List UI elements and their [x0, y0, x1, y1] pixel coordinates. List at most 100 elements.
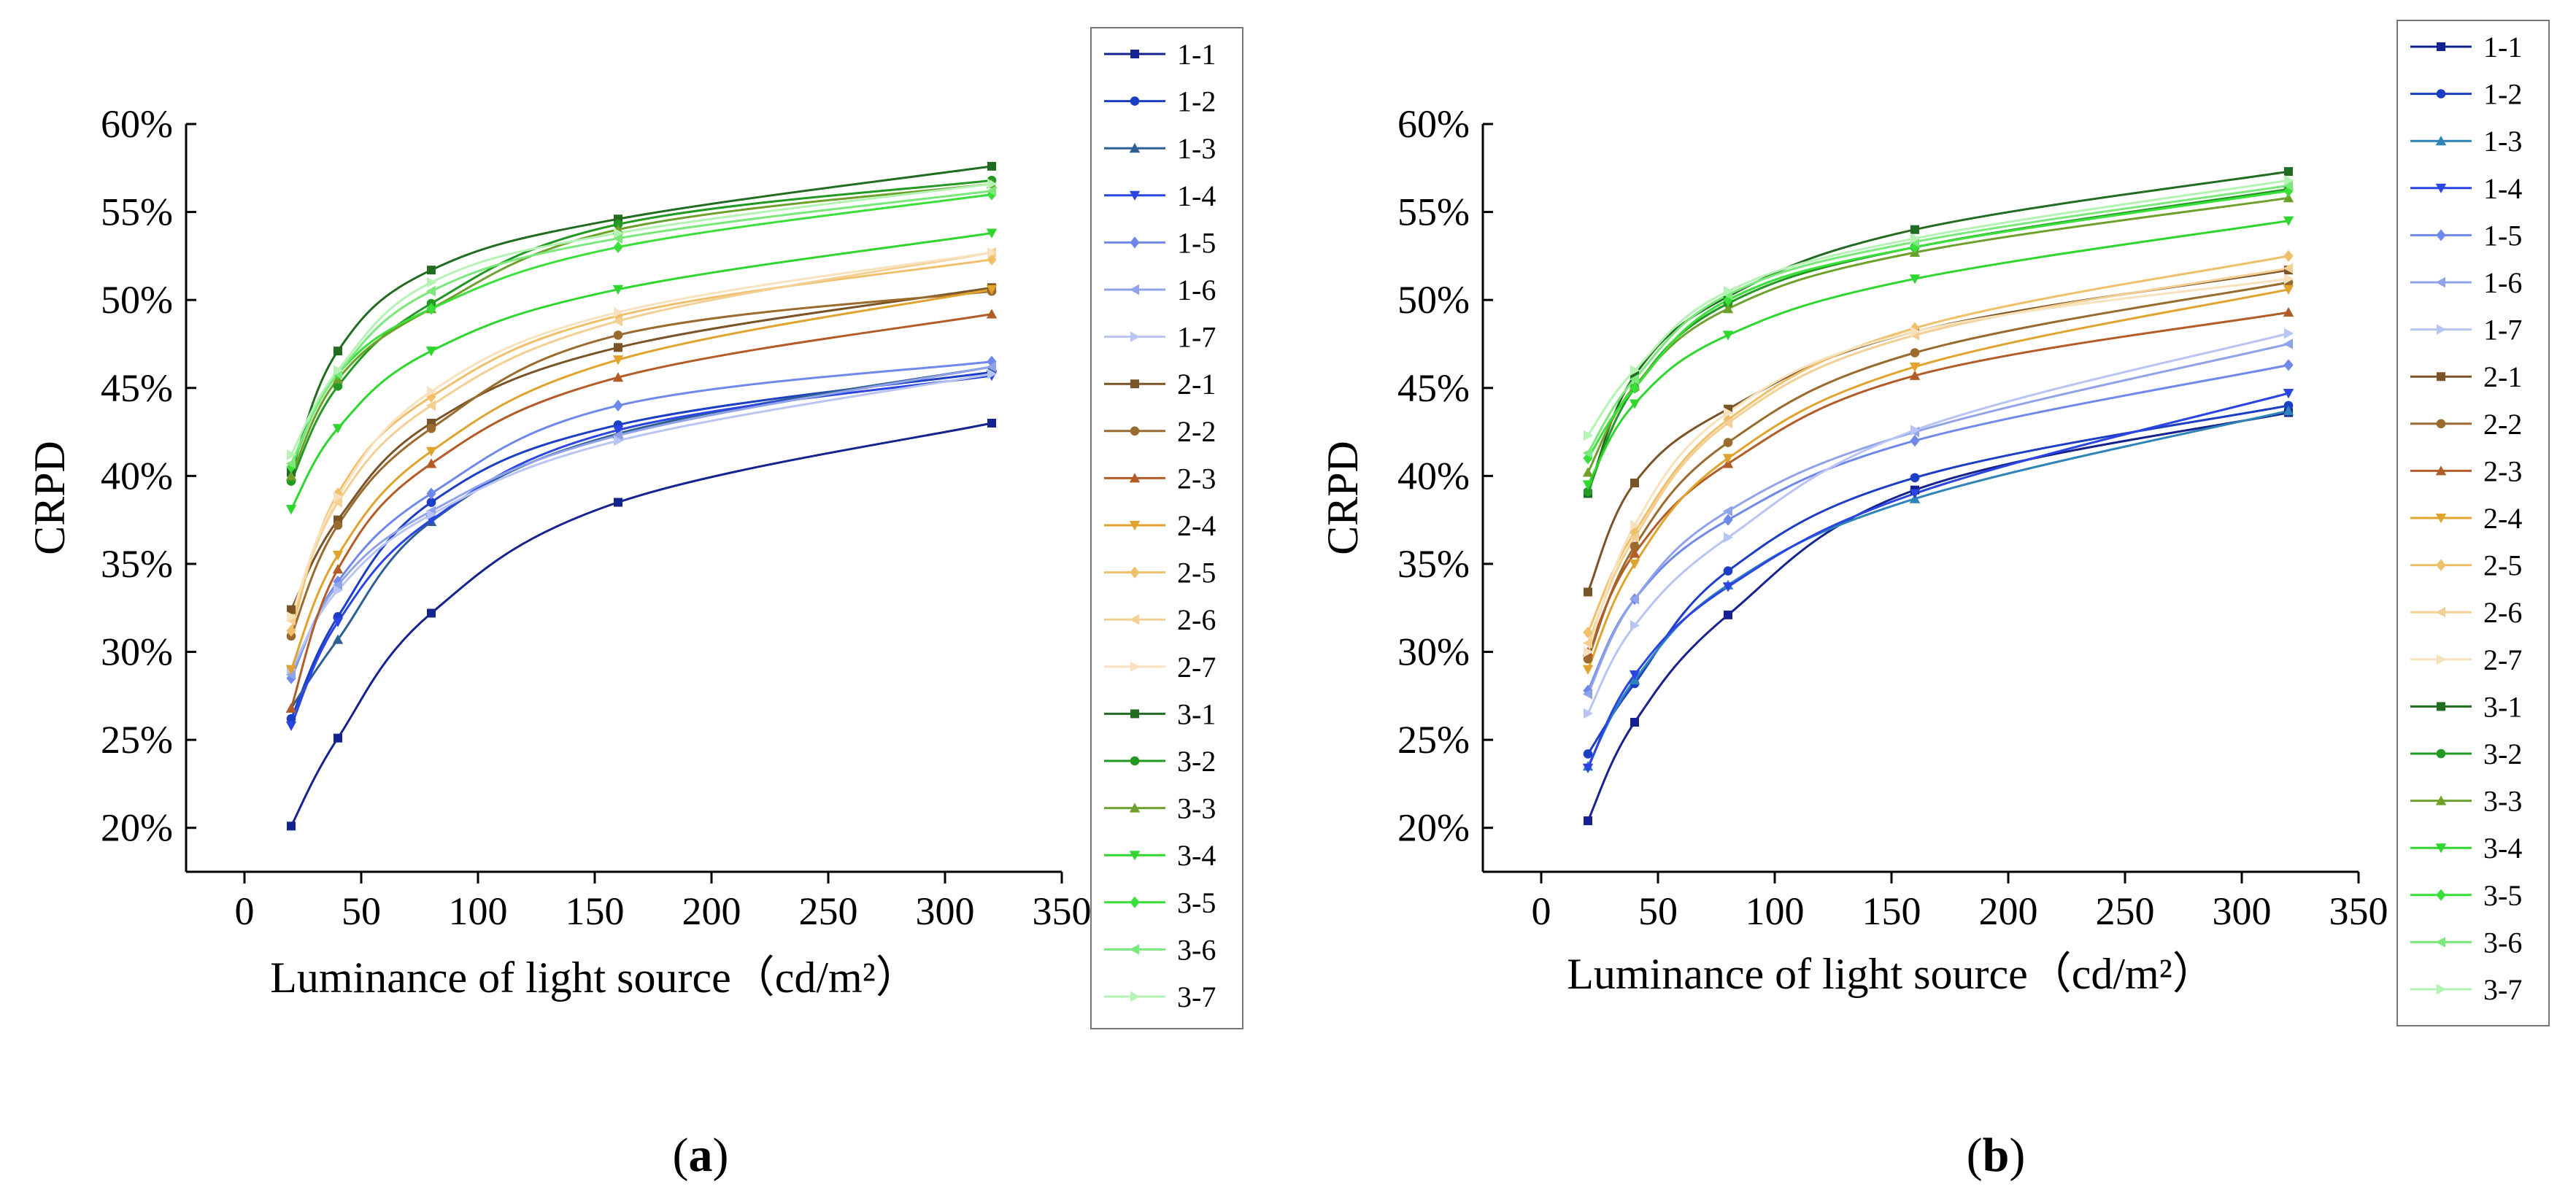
data-point-2-3 — [1629, 548, 1640, 558]
data-point-3-1 — [1630, 371, 1639, 380]
series-line-3-2 — [290, 179, 992, 482]
legend-marker — [1129, 851, 1141, 861]
data-point-2-7 — [287, 611, 297, 622]
legend-marker — [2435, 183, 2447, 193]
series-line-3-6 — [1586, 184, 2289, 454]
data-point-3-3 — [285, 471, 297, 481]
panel-label: (b) — [1967, 1129, 2026, 1182]
series-line-1-5 — [1586, 363, 2289, 692]
y-tick-label: 60% — [1397, 102, 1470, 146]
legend-marker — [1130, 426, 1140, 436]
data-point-3-5 — [426, 303, 436, 315]
series-line-2-6 — [290, 251, 992, 621]
series-line-3-1 — [1586, 170, 2289, 495]
legend-marker — [1129, 190, 1141, 201]
data-point-2-2 — [1723, 438, 1733, 447]
data-point-3-6 — [425, 285, 436, 297]
data-point-1-6 — [1629, 593, 1639, 605]
y-axis-label: CRPD — [26, 441, 74, 555]
legend-label-1-3: 1-3 — [2483, 125, 2522, 158]
data-point-1-6 — [2283, 339, 2293, 349]
legend-label-2-3: 2-3 — [1177, 462, 1216, 495]
data-point-3-4 — [332, 424, 344, 434]
legend-marker — [2436, 889, 2446, 901]
legend-marker — [2436, 419, 2446, 429]
legend-label-3-7: 3-7 — [2483, 973, 2522, 1006]
data-point-3-7 — [614, 228, 624, 239]
data-point-1-1 — [427, 608, 436, 618]
data-point-2-2 — [1630, 541, 1640, 552]
data-point-1-6 — [986, 361, 996, 373]
series-line-2-5 — [1586, 255, 2289, 633]
data-point-3-7 — [427, 276, 437, 288]
series-line-1-6 — [1586, 343, 2289, 695]
data-point-2-3 — [986, 309, 998, 319]
y-tick-label: 20% — [1397, 806, 1470, 850]
data-point-2-4 — [1909, 362, 1921, 373]
x-tick-label: 250 — [799, 889, 858, 933]
data-point-2-6 — [2283, 263, 2293, 274]
legend-label-3-5: 3-5 — [1177, 886, 1216, 919]
legend-label-1-4: 1-4 — [1177, 179, 1216, 212]
data-point-3-4 — [1722, 330, 1734, 341]
data-point-3-1 — [2284, 167, 2293, 177]
data-point-2-5 — [286, 624, 296, 637]
x-tick-label: 100 — [1746, 889, 1805, 933]
panel-label-letter: b — [1983, 1129, 2010, 1182]
legend-label-3-7: 3-7 — [1177, 981, 1216, 1013]
data-point-3-7 — [2284, 174, 2294, 186]
legend-label-2-7: 2-7 — [1177, 651, 1216, 684]
data-point-3-7 — [1584, 430, 1594, 441]
data-point-2-2 — [1910, 348, 1920, 357]
series-line-1-5 — [290, 360, 992, 679]
legend-marker — [1130, 236, 1140, 249]
legend-label-2-5: 2-5 — [2483, 549, 2522, 582]
legend-label-1-6: 1-6 — [1177, 274, 1216, 306]
data-point-2-4 — [285, 665, 297, 675]
legend-marker — [2437, 42, 2445, 51]
series-line-2-1 — [290, 286, 992, 611]
series-line-1-7 — [290, 373, 992, 670]
data-point-3-6 — [285, 458, 296, 469]
legend-label-2-5: 2-5 — [1177, 557, 1216, 589]
y-tick-label: 40% — [101, 454, 173, 498]
legend-label-2-6: 2-6 — [1177, 603, 1216, 636]
data-point-1-7 — [427, 509, 437, 520]
legend-label-1-4: 1-4 — [2483, 172, 2522, 205]
data-point-1-4 — [285, 721, 297, 732]
data-point-1-3 — [2283, 405, 2294, 416]
data-point-3-3 — [2283, 193, 2294, 203]
x-tick-label: 200 — [682, 889, 741, 933]
series-line-1-7 — [1586, 332, 2289, 714]
legend-label-3-3: 3-3 — [1177, 792, 1216, 825]
legend-marker — [2435, 607, 2445, 618]
legend: 1-1 1-2 1-3 1-4 1-5 1-6 1-7 2-1 2-2 2-3 2-4 2-5 2-6 2… — [2396, 20, 2550, 1026]
data-point-1-2 — [2283, 401, 2294, 411]
data-point-3-6 — [1629, 374, 1639, 384]
data-point-2-5 — [2283, 250, 2294, 262]
legend-label-3-2: 3-2 — [2483, 738, 2522, 770]
data-point-2-7 — [1630, 519, 1640, 531]
panel-label-open: ( — [1967, 1129, 1983, 1182]
y-tick-label: 20% — [101, 806, 173, 850]
data-point-1-6 — [332, 579, 342, 591]
data-point-1-1 — [1630, 718, 1639, 727]
data-point-3-5 — [1630, 382, 1640, 394]
legend-label-1-2: 1-2 — [1177, 85, 1216, 118]
data-point-3-4 — [2283, 216, 2294, 226]
series-line-2-7 — [1586, 277, 2289, 653]
data-point-1-5 — [613, 399, 623, 411]
data-point-2-5 — [987, 253, 997, 266]
data-point-2-3 — [612, 372, 624, 382]
data-point-3-7 — [1724, 285, 1734, 297]
y-tick-label: 50% — [1397, 278, 1470, 322]
legend-marker — [1130, 566, 1140, 579]
data-point-3-5 — [286, 461, 296, 473]
series-line-3-6 — [290, 190, 992, 465]
data-point-2-7 — [1584, 646, 1594, 657]
legend-marker — [2435, 465, 2447, 476]
legend-marker — [1129, 803, 1141, 813]
panel-label-close: ) — [713, 1129, 729, 1182]
legend-label-2-4: 2-4 — [2483, 502, 2522, 535]
legend-label-2-1: 2-1 — [1177, 368, 1216, 401]
